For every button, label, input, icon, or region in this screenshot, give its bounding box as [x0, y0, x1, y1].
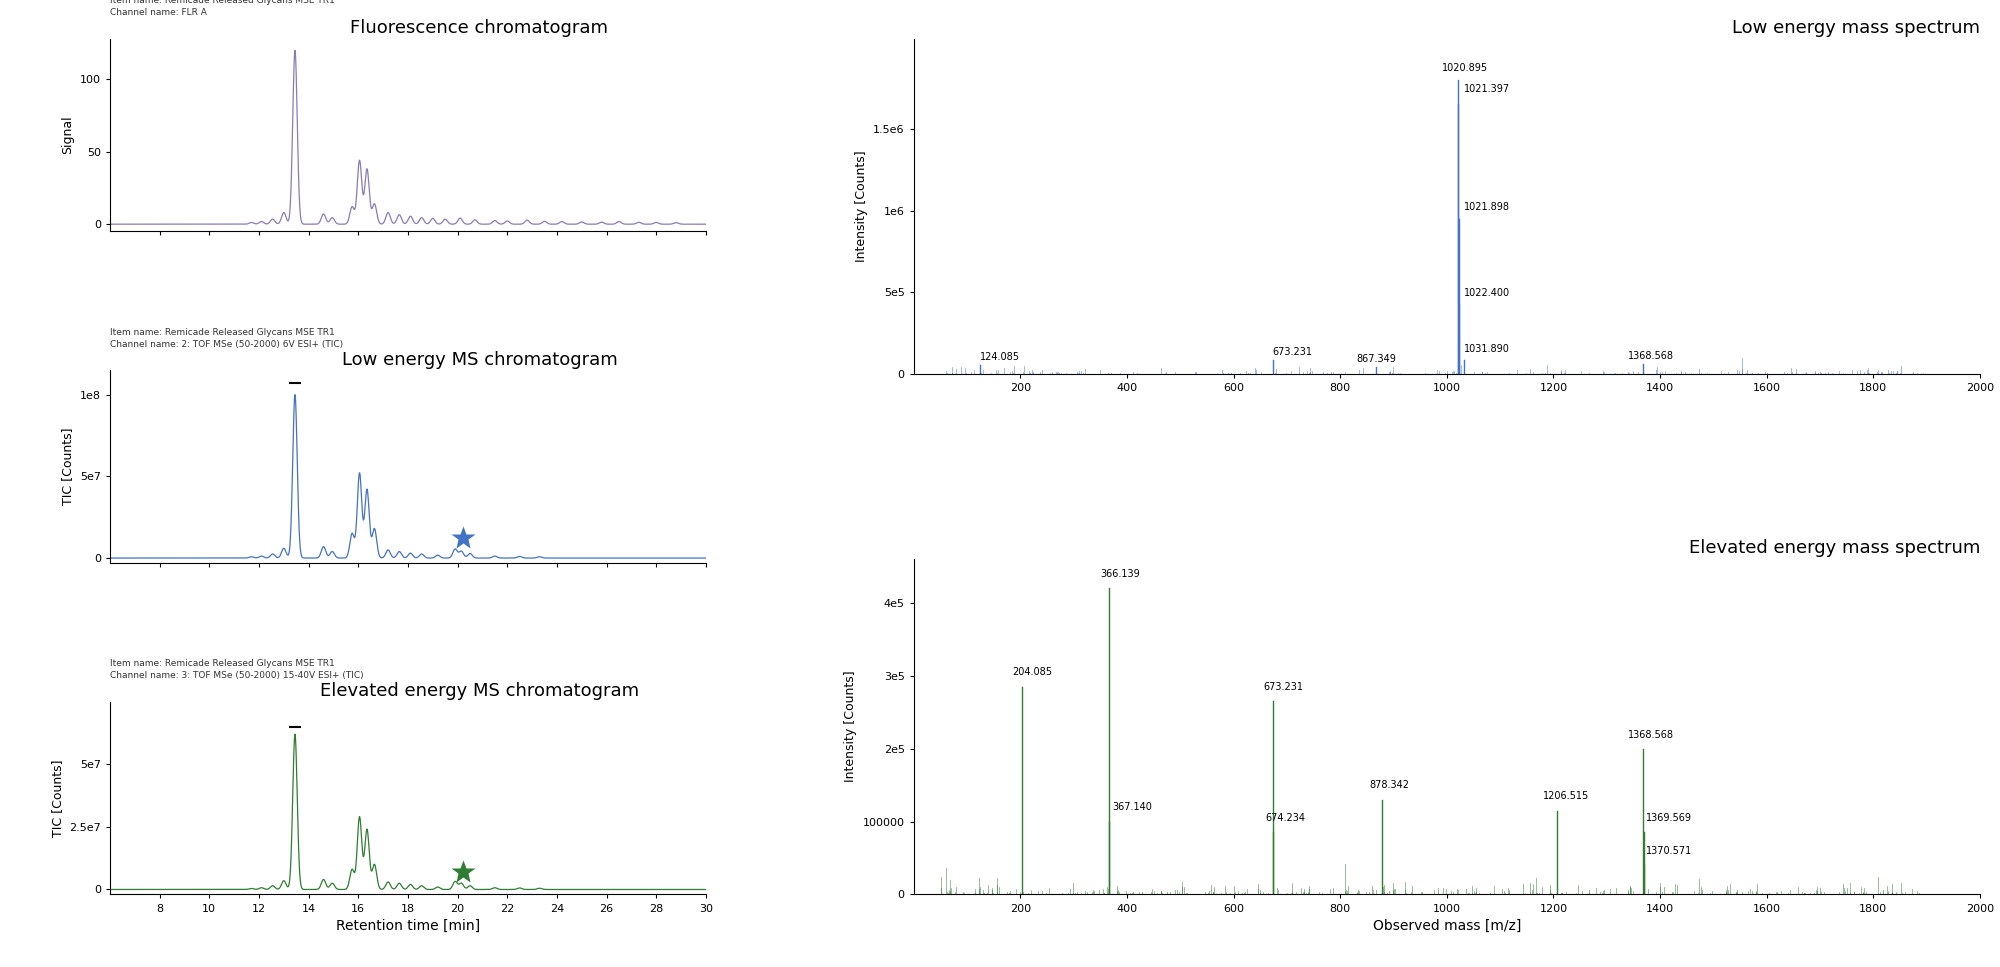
- Text: 673.231: 673.231: [1262, 682, 1302, 691]
- Text: 1369.569: 1369.569: [1646, 813, 1692, 823]
- Title: Low energy MS chromatogram: Low energy MS chromatogram: [342, 351, 618, 368]
- Title: Fluorescence chromatogram: Fluorescence chromatogram: [350, 19, 608, 37]
- Text: 1022.400: 1022.400: [1464, 288, 1510, 298]
- Text: 673.231: 673.231: [1272, 347, 1312, 357]
- Text: 366.139: 366.139: [1100, 570, 1140, 579]
- Text: 1021.397: 1021.397: [1464, 84, 1510, 95]
- X-axis label: Retention time [min]: Retention time [min]: [336, 919, 480, 933]
- Text: Item name: Remicade Released Glycans MSE TR1
Channel name: 3: TOF MSe (50-2000) : Item name: Remicade Released Glycans MSE…: [110, 659, 364, 680]
- Text: 367.140: 367.140: [1112, 802, 1152, 812]
- Y-axis label: Intensity [Counts]: Intensity [Counts]: [844, 671, 858, 782]
- Text: 867.349: 867.349: [1356, 354, 1396, 365]
- Y-axis label: TIC [Counts]: TIC [Counts]: [50, 759, 64, 836]
- Text: 124.085: 124.085: [980, 353, 1020, 363]
- Y-axis label: Signal: Signal: [62, 116, 74, 155]
- Text: 204.085: 204.085: [1012, 667, 1052, 677]
- Text: 1021.898: 1021.898: [1464, 202, 1510, 212]
- Text: Elevated energy mass spectrum: Elevated energy mass spectrum: [1688, 540, 1980, 557]
- Text: Item name: Remicade Released Glycans MSE TR1
Channel name: FLR A: Item name: Remicade Released Glycans MSE…: [110, 0, 334, 17]
- Y-axis label: TIC [Counts]: TIC [Counts]: [62, 427, 74, 506]
- Y-axis label: Intensity [Counts]: Intensity [Counts]: [854, 151, 868, 262]
- Text: 1031.890: 1031.890: [1464, 344, 1510, 354]
- Title: Elevated energy MS chromatogram: Elevated energy MS chromatogram: [320, 682, 640, 700]
- Text: 1368.568: 1368.568: [1628, 351, 1674, 361]
- Text: 674.234: 674.234: [1266, 813, 1306, 823]
- Text: 1020.895: 1020.895: [1442, 63, 1488, 73]
- Text: Low energy mass spectrum: Low energy mass spectrum: [1732, 19, 1980, 37]
- Text: Item name: Remicade Released Glycans MSE TR1
Channel name: 2: TOF MSe (50-2000) : Item name: Remicade Released Glycans MSE…: [110, 328, 344, 348]
- Text: 1370.571: 1370.571: [1646, 846, 1692, 856]
- X-axis label: Observed mass [m/z]: Observed mass [m/z]: [1372, 919, 1522, 933]
- Text: 1206.515: 1206.515: [1542, 791, 1590, 801]
- Text: 1368.568: 1368.568: [1628, 730, 1674, 740]
- Text: 878.342: 878.342: [1370, 780, 1410, 790]
